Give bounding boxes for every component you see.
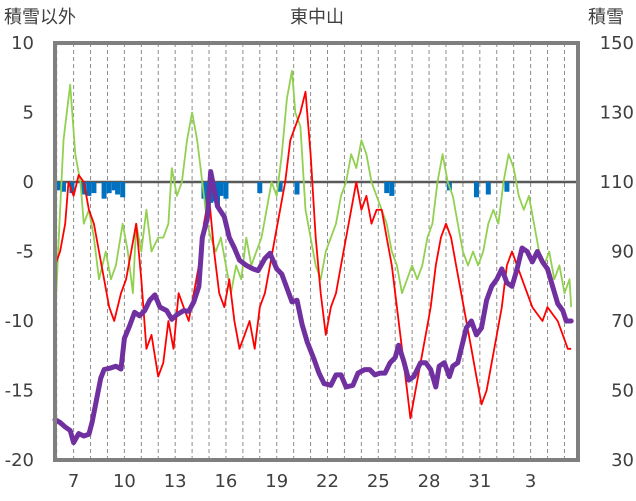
precip-bar <box>277 182 283 192</box>
left-tick-label: -5 <box>16 242 34 263</box>
precip-bar <box>223 182 229 199</box>
x-tick-label: 31 <box>468 471 491 492</box>
precip-bar <box>115 182 121 195</box>
precip-bar <box>111 182 117 191</box>
precip-bar <box>218 182 224 196</box>
precip-bar <box>101 182 107 199</box>
x-tick-label: 10 <box>113 471 136 492</box>
precip-bar <box>106 182 112 194</box>
x-tick-label: 28 <box>418 471 441 492</box>
right-axis-ticks: 150 130 110 90 70 50 30 <box>600 33 634 471</box>
x-tick-label: 19 <box>265 471 288 492</box>
right-tick-label: 70 <box>611 311 634 332</box>
left-tick-label: 0 <box>23 172 34 193</box>
x-axis-ticks: 7 10 13 16 19 22 25 28 31 3 <box>68 471 536 492</box>
left-tick-label: 10 <box>11 33 34 54</box>
x-tick-label: 13 <box>164 471 187 492</box>
precip-bar <box>86 182 92 196</box>
precip-bar <box>257 182 263 194</box>
x-tick-label: 22 <box>316 471 339 492</box>
left-tick-label: -10 <box>5 311 34 332</box>
right-tick-label: 150 <box>600 33 634 54</box>
temp-min-line <box>54 90 572 420</box>
right-tick-label: 50 <box>611 381 634 402</box>
right-axis-title: 積雪 <box>588 7 624 28</box>
right-tick-label: 30 <box>611 450 634 471</box>
precip-bar <box>55 182 61 191</box>
x-tick-label: 25 <box>367 471 390 492</box>
precip-bar <box>69 182 75 194</box>
precip-bar <box>81 182 87 195</box>
precip-bar <box>504 182 510 192</box>
right-tick-label: 130 <box>600 103 634 124</box>
left-tick-label: -15 <box>5 381 34 402</box>
right-tick-label: 90 <box>611 242 634 263</box>
left-axis-title: 積雪以外 <box>4 7 76 28</box>
gridlines <box>56 43 565 460</box>
precip-bar <box>120 182 126 198</box>
precip-bar <box>91 182 97 194</box>
snow-depth-line <box>52 169 574 446</box>
precip-bar <box>384 182 390 194</box>
precip-bar <box>389 182 395 196</box>
right-tick-label: 110 <box>600 172 634 193</box>
plot-frame <box>53 41 580 462</box>
chart-title: 東中山 <box>290 7 344 28</box>
x-tick-label: 16 <box>214 471 237 492</box>
x-tick-label: 7 <box>68 471 79 492</box>
x-tick-label: 3 <box>525 471 536 492</box>
left-axis-ticks: 10 5 0 -5 -10 -15 -20 <box>5 33 34 471</box>
left-tick-label: -20 <box>5 450 34 471</box>
precip-bar <box>294 182 300 195</box>
precip-bar <box>485 182 491 195</box>
precip-bar <box>473 182 479 198</box>
precip-bar <box>60 182 66 192</box>
left-tick-label: 5 <box>23 103 34 124</box>
